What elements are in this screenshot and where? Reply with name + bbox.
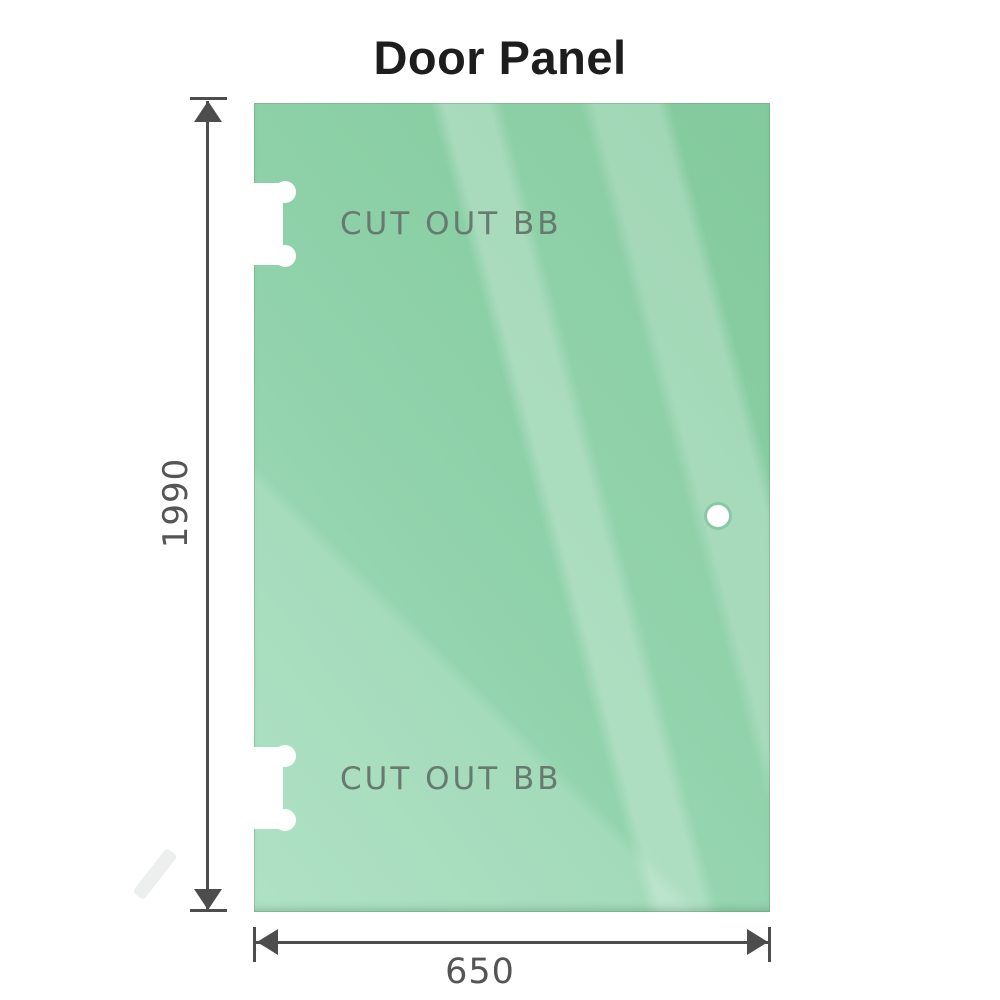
- handle-hole-icon: [704, 502, 732, 530]
- dimension-tick: [190, 97, 227, 100]
- cutout-label-top: CUT OUT BB: [340, 206, 562, 242]
- dimension-line-vertical: [206, 101, 209, 911]
- width-dimension-label: 650: [445, 952, 515, 992]
- height-dimension-label: 1990: [156, 457, 196, 549]
- hinge-cutout-icon: [253, 745, 296, 831]
- arrowhead-down-icon: [194, 889, 222, 910]
- hinge-cutout-icon: [253, 181, 296, 267]
- background-smudge: [132, 847, 178, 901]
- cutout-label-bottom: CUT OUT BB: [340, 761, 562, 797]
- hinge-cutout-top: [253, 180, 299, 268]
- dimension-tick: [253, 927, 256, 962]
- arrowhead-up-icon: [194, 101, 222, 122]
- hinge-cutout-bottom: [253, 744, 299, 832]
- arrowhead-left-icon: [257, 929, 278, 955]
- glass-panel: CUT OUT BB CUT OUT BB: [253, 103, 770, 912]
- dimension-tick: [768, 927, 771, 962]
- dimension-line-horizontal: [256, 941, 769, 944]
- page-title: Door Panel: [373, 31, 627, 84]
- arrowhead-right-icon: [747, 929, 768, 955]
